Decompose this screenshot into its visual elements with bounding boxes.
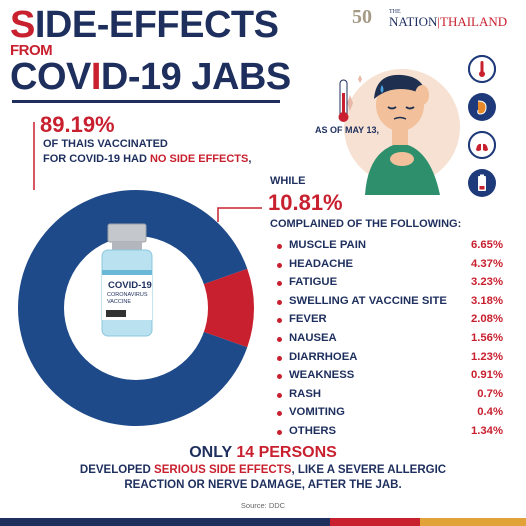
bullet-dot-icon <box>277 281 282 287</box>
side-effect-value: 1.23% <box>470 350 503 363</box>
bullet-dot-icon <box>277 392 282 398</box>
footer-only: ONLY <box>189 444 237 461</box>
bottom-bar-navy <box>0 518 330 526</box>
side-effect-label: WEAKNESS <box>289 369 355 382</box>
bullet-dot-icon <box>277 299 282 305</box>
logo-separator: | <box>437 14 440 29</box>
side-effect-value: 1.34% <box>470 425 503 437</box>
side-effect-row: OTHERS 1.34% <box>277 425 503 442</box>
as-of-date: AS OF MAY 13, <box>315 125 380 135</box>
title-part-b: I <box>90 56 102 98</box>
no-effects-highlight: NO SIDE EFFECTS <box>149 153 249 165</box>
title-rest: IDE-EFFECTS <box>34 4 279 46</box>
side-effect-value: 0.91% <box>470 369 503 382</box>
title-rule <box>12 100 280 103</box>
side-effect-row: DIARRHOEA 1.23% <box>277 351 503 368</box>
title-line-1: SIDE-EFFECTS <box>10 4 279 47</box>
bottom-bar-gold <box>420 518 526 526</box>
side-effect-value: 3.23% <box>470 276 503 289</box>
side-effect-label: DIARRHOEA <box>289 350 358 363</box>
battery-icon <box>468 169 496 197</box>
no-effects-line-2a: FOR COVID-19 HAD <box>43 153 150 165</box>
side-effect-label: RASH <box>289 387 322 400</box>
no-effects-line-2: FOR COVID-19 HAD NO SIDE EFFECTS, <box>43 153 251 165</box>
side-effect-value: 3.18% <box>470 294 503 307</box>
title-part-c: D-19 JABS <box>100 56 291 98</box>
side-effect-value: 4.37% <box>470 257 503 270</box>
side-effect-row: NAUSEA 1.56% <box>277 332 503 349</box>
bullet-dot-icon <box>277 318 282 324</box>
side-effect-row: VOMITING 0.4% <box>277 406 503 423</box>
side-effect-label: FEVER <box>289 313 327 326</box>
vial-sub-1: CORONAVIRUS <box>107 292 148 298</box>
side-effect-row: FEVER 2.08% <box>277 313 503 330</box>
title-line-3: COVID-19 JABS <box>10 56 291 99</box>
footer-serious: SERIOUS SIDE EFFECTS <box>154 464 292 476</box>
logo-the: THE <box>389 9 401 15</box>
side-effect-value: 0.4% <box>477 406 503 419</box>
footer-developed: DEVELOPED <box>79 464 155 476</box>
bullet-dot-icon <box>277 337 282 342</box>
no-effects-percent: 89.19% <box>40 112 115 137</box>
side-effect-row: HEADACHE 4.37% <box>277 258 503 275</box>
no-effects-line-2c: , <box>248 153 252 165</box>
side-effect-row: MUSCLE PAIN 6.65% <box>277 239 503 256</box>
vial-brand: COVID-19 <box>108 280 152 291</box>
bullet-dot-icon <box>277 355 282 361</box>
bullet-dot-icon <box>277 244 282 249</box>
side-effect-row: SWELLING AT VACCINE SITE 3.18% <box>277 295 503 312</box>
title-part-a: COV <box>10 56 91 98</box>
bullet-dot-icon <box>277 262 282 268</box>
side-effect-value: 1.56% <box>470 332 503 344</box>
title-initial: S <box>10 4 35 46</box>
complained-label: COMPLAINED OF THE FOLLOWING: <box>270 218 462 230</box>
no-effects-line-1: OF THAIS VACCINATED <box>43 138 168 150</box>
side-effect-label: VOMITING <box>289 406 345 419</box>
bottom-bar-red <box>330 518 420 526</box>
side-effect-row: WEAKNESS 0.91% <box>277 369 503 386</box>
side-effect-value: 2.08% <box>470 313 503 326</box>
side-effect-label: NAUSEA <box>289 332 337 344</box>
bullet-dot-icon <box>277 411 282 417</box>
thermometer-icon <box>468 55 496 83</box>
anniversary-logo: 50 <box>352 6 372 28</box>
title-line-2: FROM <box>10 42 53 59</box>
side-effect-value: 6.65% <box>470 239 503 251</box>
bullet-dot-icon <box>277 430 282 435</box>
side-effect-label: FATIGUE <box>289 276 338 289</box>
footer-allergic: , LIKE A SEVERE ALLERGIC <box>291 464 447 476</box>
footer-headline: ONLY 14 PERSONS <box>0 444 526 462</box>
bullet-dot-icon <box>277 374 282 380</box>
lungs-icon <box>468 131 496 159</box>
sick-person-illustration <box>338 69 460 195</box>
footer-count: 14 PERSONS <box>236 444 337 461</box>
footer-line-3: REACTION OR NERVE DAMAGE, AFTER THE JAB. <box>124 479 402 491</box>
side-effect-label: MUSCLE PAIN <box>289 239 366 251</box>
logo-country: THAILAND <box>440 14 508 29</box>
stomach-icon <box>468 93 496 121</box>
source-note: Source: DDC <box>240 501 286 510</box>
side-effect-row: FATIGUE 3.23% <box>277 276 503 293</box>
vial-sub-2: VACCINE <box>107 299 132 305</box>
footer-line-2: DEVELOPED SERIOUS SIDE EFFECTS, LIKE A S… <box>0 464 526 476</box>
side-effect-value: 0.7% <box>477 387 503 400</box>
side-effects-percent: 10.81% <box>268 190 343 215</box>
side-effect-label: SWELLING AT VACCINE SITE <box>289 294 447 307</box>
logo-name: NATION <box>389 14 438 29</box>
side-effect-label: OTHERS <box>289 425 337 437</box>
vaccine-vial <box>101 223 153 337</box>
side-effect-row: RASH 0.7% <box>277 388 503 405</box>
logo-text: NATION|THAILAND <box>389 14 507 30</box>
while-label: WHILE <box>270 175 306 187</box>
side-effect-label: HEADACHE <box>289 257 354 270</box>
